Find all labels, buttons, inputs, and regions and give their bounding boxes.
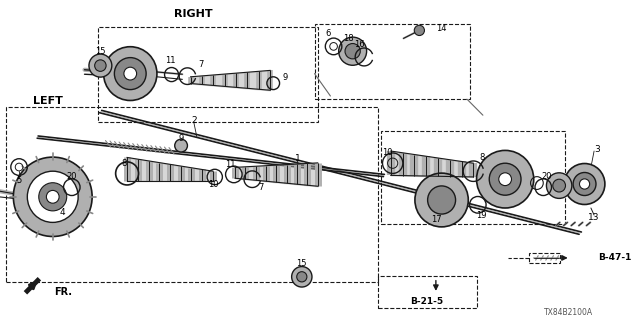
Ellipse shape xyxy=(415,173,468,227)
Text: 4: 4 xyxy=(60,208,65,217)
Ellipse shape xyxy=(489,163,521,195)
Text: 8: 8 xyxy=(121,159,127,168)
Text: 17: 17 xyxy=(431,215,442,224)
Text: 2: 2 xyxy=(191,116,196,124)
Text: 10: 10 xyxy=(382,148,393,157)
Text: 8: 8 xyxy=(479,153,484,162)
Bar xyxy=(314,24,470,99)
Bar xyxy=(99,27,317,122)
Ellipse shape xyxy=(175,139,188,152)
Bar xyxy=(381,131,566,224)
Text: 14: 14 xyxy=(436,24,447,33)
Ellipse shape xyxy=(89,54,112,77)
Ellipse shape xyxy=(28,171,78,222)
Ellipse shape xyxy=(13,157,92,236)
Text: 20: 20 xyxy=(541,172,552,181)
Ellipse shape xyxy=(414,25,424,36)
Ellipse shape xyxy=(345,44,360,59)
Text: 15: 15 xyxy=(95,47,106,56)
Text: 10: 10 xyxy=(207,180,218,188)
Text: 9: 9 xyxy=(179,134,184,143)
Ellipse shape xyxy=(292,267,312,287)
Ellipse shape xyxy=(297,272,307,282)
Ellipse shape xyxy=(573,172,596,196)
Ellipse shape xyxy=(547,173,572,198)
Bar xyxy=(529,253,560,263)
Ellipse shape xyxy=(104,47,157,100)
Text: 7: 7 xyxy=(199,60,204,68)
Ellipse shape xyxy=(115,58,146,90)
Ellipse shape xyxy=(46,190,59,203)
Text: TX84B2100A: TX84B2100A xyxy=(544,308,593,317)
Text: 13: 13 xyxy=(588,213,600,222)
Ellipse shape xyxy=(564,164,605,204)
Text: 3: 3 xyxy=(595,145,600,154)
Ellipse shape xyxy=(124,67,136,80)
Text: 16: 16 xyxy=(354,40,364,49)
Text: 19: 19 xyxy=(476,211,486,220)
Ellipse shape xyxy=(579,179,589,189)
Ellipse shape xyxy=(39,183,67,211)
Ellipse shape xyxy=(339,37,367,65)
Text: 18: 18 xyxy=(343,34,353,43)
Ellipse shape xyxy=(428,186,456,214)
Ellipse shape xyxy=(95,60,106,71)
Text: B-47-1: B-47-1 xyxy=(598,253,632,262)
Text: 6: 6 xyxy=(325,29,330,38)
Text: 7: 7 xyxy=(258,183,263,192)
Text: 5: 5 xyxy=(17,176,22,185)
Text: B-21-5: B-21-5 xyxy=(410,297,444,306)
Text: 1: 1 xyxy=(294,154,300,163)
Text: 11: 11 xyxy=(225,160,236,169)
Ellipse shape xyxy=(553,179,566,192)
Ellipse shape xyxy=(477,150,534,208)
Ellipse shape xyxy=(499,173,511,186)
Text: 15: 15 xyxy=(296,260,307,268)
Bar xyxy=(6,107,378,282)
Text: 11: 11 xyxy=(165,56,175,65)
Text: FR.: FR. xyxy=(54,287,72,297)
Text: LEFT: LEFT xyxy=(33,96,63,106)
Text: 9: 9 xyxy=(282,73,287,82)
Text: 20: 20 xyxy=(67,172,77,180)
Text: RIGHT: RIGHT xyxy=(175,9,213,20)
Bar xyxy=(378,276,477,308)
